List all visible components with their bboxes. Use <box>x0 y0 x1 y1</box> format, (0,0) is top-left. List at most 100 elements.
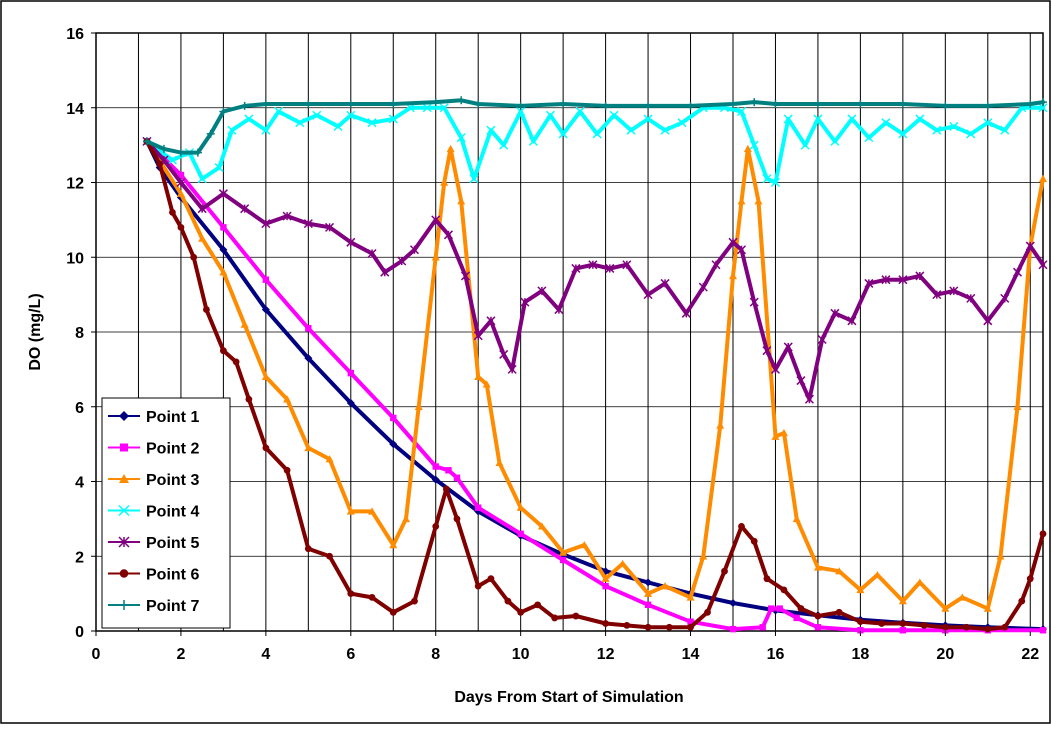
data-point <box>304 100 313 109</box>
data-point <box>1039 530 1047 538</box>
data-point <box>486 316 496 326</box>
data-point <box>193 148 202 157</box>
data-point <box>274 106 284 117</box>
data-point <box>661 582 670 590</box>
data-point <box>571 263 581 273</box>
data-point <box>431 475 440 484</box>
data-point <box>1025 241 1035 251</box>
data-point <box>830 308 840 318</box>
data-point <box>227 125 237 135</box>
data-point <box>347 369 354 377</box>
data-point <box>559 556 567 564</box>
data-point <box>409 245 420 255</box>
x-tick-label: 4 <box>261 646 270 663</box>
data-point <box>261 305 270 314</box>
data-point <box>881 118 891 128</box>
y-tick-label: 8 <box>75 325 84 342</box>
data-point <box>779 428 788 437</box>
data-point <box>817 334 827 345</box>
x-tick-label: 8 <box>431 646 440 663</box>
data-point <box>262 276 270 283</box>
legend-marker <box>118 504 130 517</box>
data-point <box>305 325 312 332</box>
legend-label: Point 7 <box>146 598 199 615</box>
series-line <box>145 139 1045 632</box>
data-point <box>814 612 822 620</box>
data-point <box>219 107 228 116</box>
data-point <box>665 623 673 631</box>
data-point <box>716 421 725 429</box>
data-point <box>899 627 907 634</box>
data-point <box>770 177 780 188</box>
data-point <box>460 271 470 281</box>
data-point <box>605 263 615 273</box>
data-point <box>749 140 759 150</box>
data-point <box>1001 623 1009 631</box>
data-point <box>686 593 695 601</box>
legend: Point 1 Point 2 Point 3 Point 4 Point 5 Point… <box>101 397 231 629</box>
data-point <box>1038 260 1048 270</box>
data-point <box>768 605 775 612</box>
data-point <box>873 570 882 579</box>
data-point <box>878 620 886 627</box>
data-point <box>432 522 440 530</box>
data-point <box>474 100 483 109</box>
data-point <box>469 174 479 184</box>
data-point <box>346 507 355 515</box>
data-point <box>864 133 874 143</box>
data-point <box>422 103 432 113</box>
data-point <box>176 189 185 197</box>
data-point <box>686 101 695 110</box>
data-point <box>941 101 950 110</box>
data-point <box>333 121 343 131</box>
data-point <box>240 320 249 328</box>
data-point <box>482 380 491 388</box>
data-point <box>346 237 356 247</box>
legend-marker <box>119 569 129 578</box>
data-point <box>177 171 185 179</box>
data-point <box>368 593 376 601</box>
data-point <box>856 585 865 594</box>
data-point <box>219 347 227 355</box>
data-point <box>721 567 728 575</box>
data-point <box>499 140 509 150</box>
data-point <box>245 395 253 403</box>
data-point <box>588 260 598 270</box>
data-point <box>431 215 441 225</box>
x-tick-label: 0 <box>92 646 101 663</box>
data-point <box>736 245 747 255</box>
data-point <box>729 625 737 633</box>
y-tick-label: 16 <box>66 26 84 43</box>
legend-marker <box>118 536 130 548</box>
data-point <box>792 514 801 523</box>
data-point <box>932 125 942 135</box>
data-point <box>261 219 271 229</box>
data-point <box>534 601 542 609</box>
data-point <box>261 100 270 109</box>
data-point <box>142 137 151 146</box>
data-point <box>996 552 1005 560</box>
data-point <box>932 290 942 300</box>
data-point <box>517 530 524 538</box>
y-axis-label: DO (mg/L) <box>27 293 44 370</box>
data-point <box>857 627 864 634</box>
data-point <box>368 507 377 515</box>
data-point <box>499 349 509 359</box>
data-point <box>660 125 670 135</box>
data-point <box>602 620 609 627</box>
data-point <box>572 612 580 620</box>
data-point <box>920 621 928 629</box>
data-point <box>704 608 711 616</box>
x-tick-label: 2 <box>176 646 185 663</box>
legend-label: Point 3 <box>146 472 199 489</box>
data-point <box>554 305 564 315</box>
series-3 <box>142 137 1047 612</box>
data-point <box>367 248 377 259</box>
data-point <box>517 608 525 616</box>
data-point <box>915 578 924 586</box>
data-point <box>835 567 844 575</box>
data-point <box>486 125 496 135</box>
series-7 <box>142 96 1047 157</box>
